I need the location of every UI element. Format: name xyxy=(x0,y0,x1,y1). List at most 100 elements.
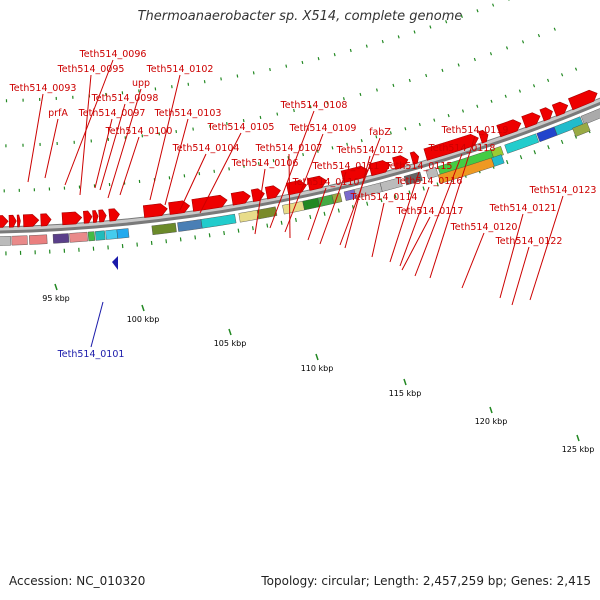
cog-box[interactable] xyxy=(572,122,591,137)
cds-arrow[interactable] xyxy=(191,194,228,212)
kbp-tick xyxy=(576,434,580,442)
cds-arrow[interactable] xyxy=(306,175,327,191)
gene-label[interactable]: Teth514_0104 xyxy=(172,143,240,154)
gene-leader-line xyxy=(107,88,142,199)
ruler-tick xyxy=(422,186,425,191)
cog-box[interactable] xyxy=(536,126,558,143)
cog-box[interactable] xyxy=(105,229,118,240)
cds-arrow[interactable] xyxy=(22,214,40,228)
ruler-tick xyxy=(259,115,262,119)
gene-label[interactable]: Teth514_0102 xyxy=(146,64,214,75)
cds-arrow[interactable] xyxy=(539,107,553,122)
cds-arrow[interactable] xyxy=(285,180,307,196)
cds-arrow[interactable] xyxy=(40,213,52,227)
gene-label[interactable]: Teth514_0116 xyxy=(395,176,463,187)
gene-label[interactable]: Teth514_0119 xyxy=(441,125,509,136)
cds-arrow[interactable] xyxy=(61,211,83,226)
cds-arrow[interactable] xyxy=(368,160,391,177)
cog-box[interactable] xyxy=(87,231,96,242)
gene-leader-line xyxy=(199,132,242,214)
gene-label[interactable]: Teth514_0123 xyxy=(529,185,597,196)
gene-label[interactable]: Teth514_0101 xyxy=(57,349,125,360)
cog-box[interactable] xyxy=(0,236,12,246)
cds-arrow[interactable] xyxy=(409,151,420,165)
cds-arrow[interactable] xyxy=(423,133,479,161)
ruler-tick xyxy=(242,119,245,123)
cds-arrow[interactable] xyxy=(108,208,120,222)
gene-label[interactable]: Teth514_0100 xyxy=(105,126,173,137)
cds-arrow[interactable] xyxy=(392,155,409,170)
cds-arrow[interactable] xyxy=(496,119,522,138)
gene-leader-line xyxy=(307,187,327,241)
gene-label[interactable]: Teth514_0117 xyxy=(396,206,464,217)
ruler-tick xyxy=(257,161,260,166)
gene-label[interactable]: Teth514_0114 xyxy=(350,192,418,203)
cds-arrow[interactable] xyxy=(168,200,191,215)
cog-box[interactable] xyxy=(200,213,237,229)
cds-arrow[interactable] xyxy=(98,209,107,223)
cog-box[interactable] xyxy=(491,154,505,167)
gene-label[interactable]: Teth514_0111 xyxy=(312,161,380,172)
cog-box[interactable] xyxy=(238,209,259,223)
gene-label[interactable]: Teth514_0118 xyxy=(428,143,496,154)
cog-box[interactable] xyxy=(379,177,403,192)
cds-arrow[interactable] xyxy=(478,129,489,144)
gene-leader-line xyxy=(79,74,92,196)
cds-arrow[interactable] xyxy=(264,185,281,200)
gene-label[interactable]: Teth514_0120 xyxy=(450,222,518,233)
gene-label[interactable]: Teth514_0106 xyxy=(231,158,299,169)
cog-box[interactable] xyxy=(52,233,70,244)
gene-label[interactable]: Teth514_0108 xyxy=(280,100,348,111)
cds-arrow[interactable] xyxy=(568,89,598,111)
gene-label[interactable]: Teth514_0105 xyxy=(207,122,275,133)
topology-summary: Topology: circular; Length: 2,457,259 bp… xyxy=(261,574,591,588)
gene-label[interactable]: Teth514_0093 xyxy=(9,83,77,94)
cog-box[interactable] xyxy=(69,231,88,243)
gene-label[interactable]: Teth514_0096 xyxy=(79,49,147,60)
cds-arrow[interactable] xyxy=(551,101,569,117)
cds-arrow[interactable] xyxy=(521,112,541,129)
cog-box[interactable] xyxy=(11,235,28,246)
cog-box[interactable] xyxy=(256,206,278,220)
gene-label[interactable]: fabZ xyxy=(369,127,391,138)
cog-box[interactable] xyxy=(95,230,106,241)
ruler-tick xyxy=(441,68,444,72)
ruler-tick xyxy=(547,145,550,150)
gene-label[interactable]: prfA xyxy=(48,108,68,119)
cog-box[interactable] xyxy=(282,200,305,215)
cds-arrow[interactable] xyxy=(0,215,9,228)
ruler-tick xyxy=(252,71,255,75)
cog-box[interactable] xyxy=(177,219,203,232)
gene-label[interactable]: Teth514_0122 xyxy=(495,236,563,247)
ruler-tick xyxy=(404,127,407,131)
gene-label[interactable]: Teth514_0110 xyxy=(292,177,360,188)
gene-label[interactable]: Teth514_0103 xyxy=(154,108,222,119)
kbp-label: 125 kbp xyxy=(562,445,595,454)
cog-box[interactable] xyxy=(116,228,130,239)
cds-arrow[interactable] xyxy=(92,210,99,223)
gene-label[interactable]: Teth514_0115 xyxy=(385,161,453,172)
gene-label[interactable]: Teth514_0095 xyxy=(57,64,125,75)
cds-arrow[interactable] xyxy=(8,214,17,228)
gene-label[interactable]: Teth514_0109 xyxy=(289,123,357,134)
cog-box[interactable] xyxy=(29,234,48,245)
gene-leader-line xyxy=(94,118,113,189)
ruler-tick xyxy=(301,60,304,65)
gene-label[interactable]: Teth514_0107 xyxy=(255,143,323,154)
gene-label[interactable]: Teth514_0098 xyxy=(91,93,159,104)
ruler-tick xyxy=(506,159,509,165)
cds-arrow[interactable] xyxy=(16,214,21,228)
gene-label[interactable]: Teth514_0097 xyxy=(78,108,146,119)
gene-label[interactable]: Teth514_0121 xyxy=(489,203,557,214)
kbp-tick xyxy=(141,304,145,312)
cds-arrow[interactable] xyxy=(83,210,93,224)
cds-arrow[interactable] xyxy=(230,190,251,206)
cog-box[interactable] xyxy=(302,197,320,211)
cog-box[interactable] xyxy=(151,222,177,236)
gene-label[interactable]: Teth514_0112 xyxy=(336,145,404,156)
gene-label[interactable]: upp xyxy=(132,78,150,89)
cds-arrow[interactable] xyxy=(142,203,168,218)
gene-leader-line xyxy=(179,153,207,211)
cog-box[interactable] xyxy=(504,133,540,154)
